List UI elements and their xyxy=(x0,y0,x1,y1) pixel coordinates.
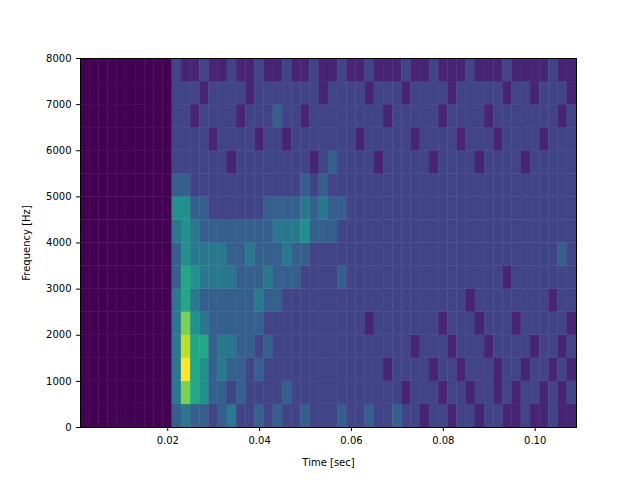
svg-text:0.02: 0.02 xyxy=(157,435,179,446)
svg-text:3000: 3000 xyxy=(46,283,71,294)
svg-text:8000: 8000 xyxy=(46,53,71,64)
svg-text:Frequency [Hz]: Frequency [Hz] xyxy=(21,205,32,281)
svg-text:5000: 5000 xyxy=(46,191,71,202)
svg-text:6000: 6000 xyxy=(46,145,71,156)
svg-text:7000: 7000 xyxy=(46,99,71,110)
svg-text:0.04: 0.04 xyxy=(248,435,270,446)
svg-text:4000: 4000 xyxy=(46,237,71,248)
svg-text:2000: 2000 xyxy=(46,329,71,340)
svg-text:1000: 1000 xyxy=(46,376,71,387)
svg-text:0.08: 0.08 xyxy=(432,435,454,446)
svg-text:0.10: 0.10 xyxy=(524,435,546,446)
svg-text:0.06: 0.06 xyxy=(340,435,362,446)
svg-text:0: 0 xyxy=(65,422,71,433)
svg-text:Time [sec]: Time [sec] xyxy=(301,457,354,468)
